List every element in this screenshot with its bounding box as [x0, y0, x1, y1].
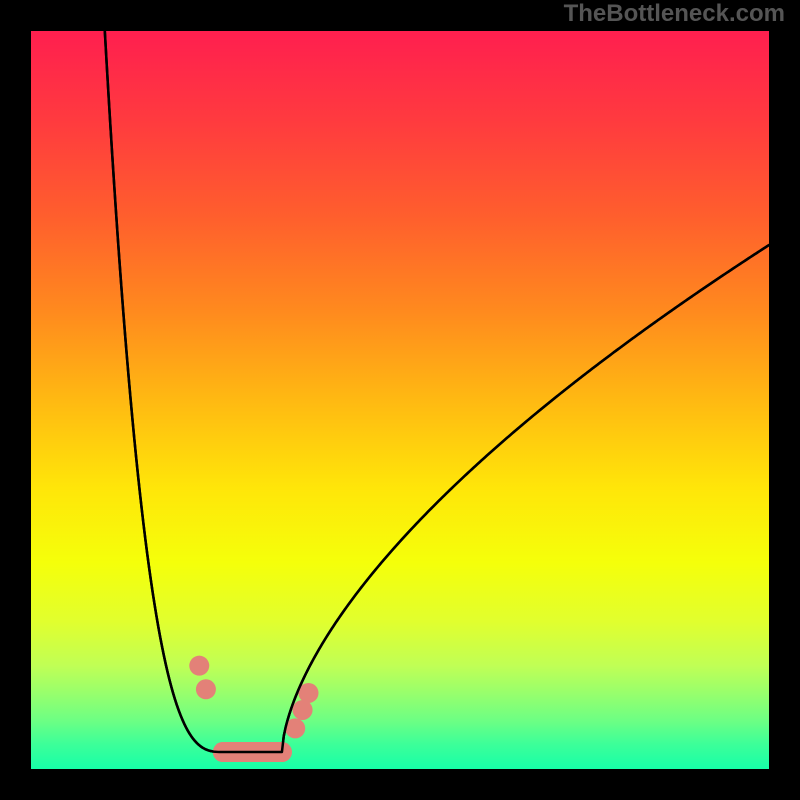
marker-dot [298, 683, 318, 703]
plot-area [31, 31, 769, 769]
watermark-text: TheBottleneck.com [564, 0, 785, 28]
bottleneck-curve-top [105, 31, 769, 752]
marker-dot [196, 679, 216, 699]
chart-stage: TheBottleneck.com [0, 0, 800, 800]
curve-layer [31, 31, 769, 769]
marker-dot [293, 700, 313, 720]
marker-dot [189, 656, 209, 676]
bottleneck-curve [105, 31, 769, 752]
